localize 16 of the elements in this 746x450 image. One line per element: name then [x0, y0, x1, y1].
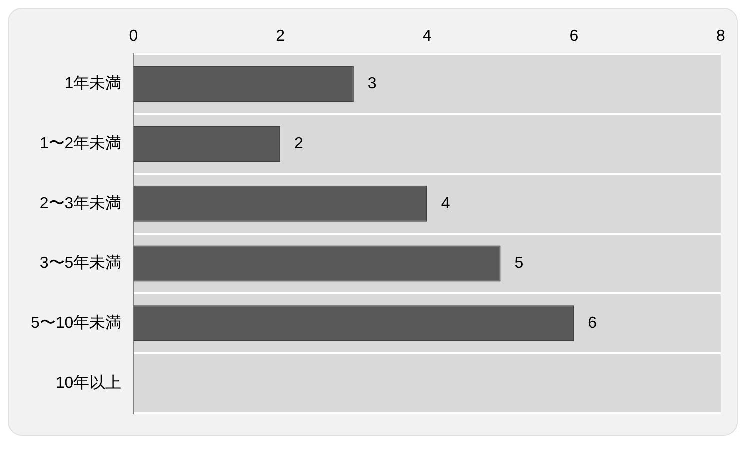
x-tick-label: 8	[716, 28, 726, 46]
x-tick-label: 2	[276, 28, 286, 46]
x-tick-label: 4	[422, 28, 432, 46]
y-tick-label: 1年未満	[64, 74, 122, 93]
data-label: 2	[294, 135, 304, 152]
data-label: 3	[368, 76, 377, 93]
data-label: 4	[441, 195, 450, 212]
y-tick-label: 1〜2年未満	[40, 134, 122, 152]
y-tick-label: 10年以上	[56, 374, 122, 392]
data-label: 5	[514, 255, 524, 272]
y-tick-label: 2〜3年未満	[40, 194, 122, 212]
y-tick-label: 3〜5年未満	[40, 254, 122, 272]
x-tick-label: 6	[570, 28, 579, 46]
data-label: 6	[588, 315, 598, 332]
x-tick-label: 0	[129, 28, 138, 46]
y-tick-label: 5〜10年未満	[30, 314, 122, 332]
